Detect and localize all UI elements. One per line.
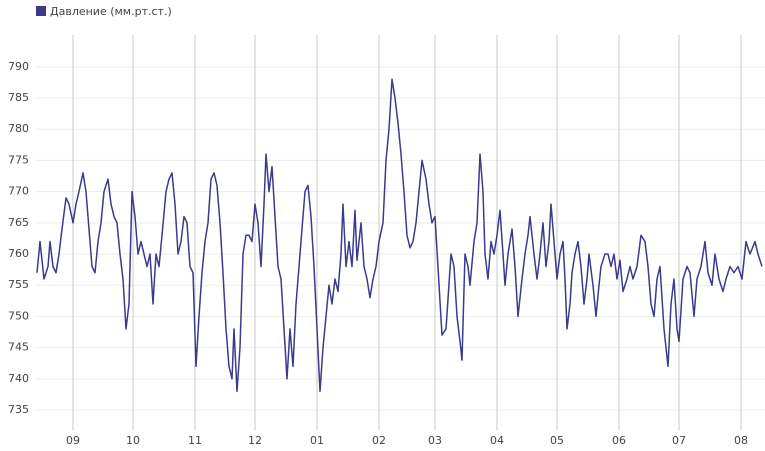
x-tick-label: 06 — [612, 434, 626, 447]
x-tick-label: 08 — [734, 434, 748, 447]
y-tick-label: 765 — [8, 216, 29, 229]
line-series — [36, 78, 763, 393]
y-tick-label: 775 — [8, 153, 29, 166]
y-tick-label: 735 — [8, 403, 29, 416]
y-tick-label: 770 — [8, 185, 29, 198]
x-tick-label: 07 — [672, 434, 686, 447]
y-tick-label: 755 — [8, 278, 29, 291]
x-tick-label: 01 — [310, 434, 324, 447]
legend-swatch — [36, 6, 46, 16]
x-tick-label: 09 — [66, 434, 80, 447]
y-tick-label: 785 — [8, 91, 29, 104]
y-tick-label: 790 — [8, 60, 29, 73]
y-tick-label: 745 — [8, 341, 29, 354]
x-tick-label: 11 — [188, 434, 202, 447]
x-tick-label: 10 — [126, 434, 140, 447]
x-tick-label: 12 — [248, 434, 262, 447]
legend-label: Давление (мм.рт.ст.) — [50, 5, 172, 18]
x-tick-label: 03 — [428, 434, 442, 447]
x-tick-label: 05 — [550, 434, 564, 447]
y-tick-label: 760 — [8, 247, 29, 260]
y-tick-label: 750 — [8, 309, 29, 322]
y-tick-label: 740 — [8, 372, 29, 385]
y-tick-label: 780 — [8, 122, 29, 135]
x-tick-label: 04 — [490, 434, 504, 447]
x-tick-label: 02 — [372, 434, 386, 447]
